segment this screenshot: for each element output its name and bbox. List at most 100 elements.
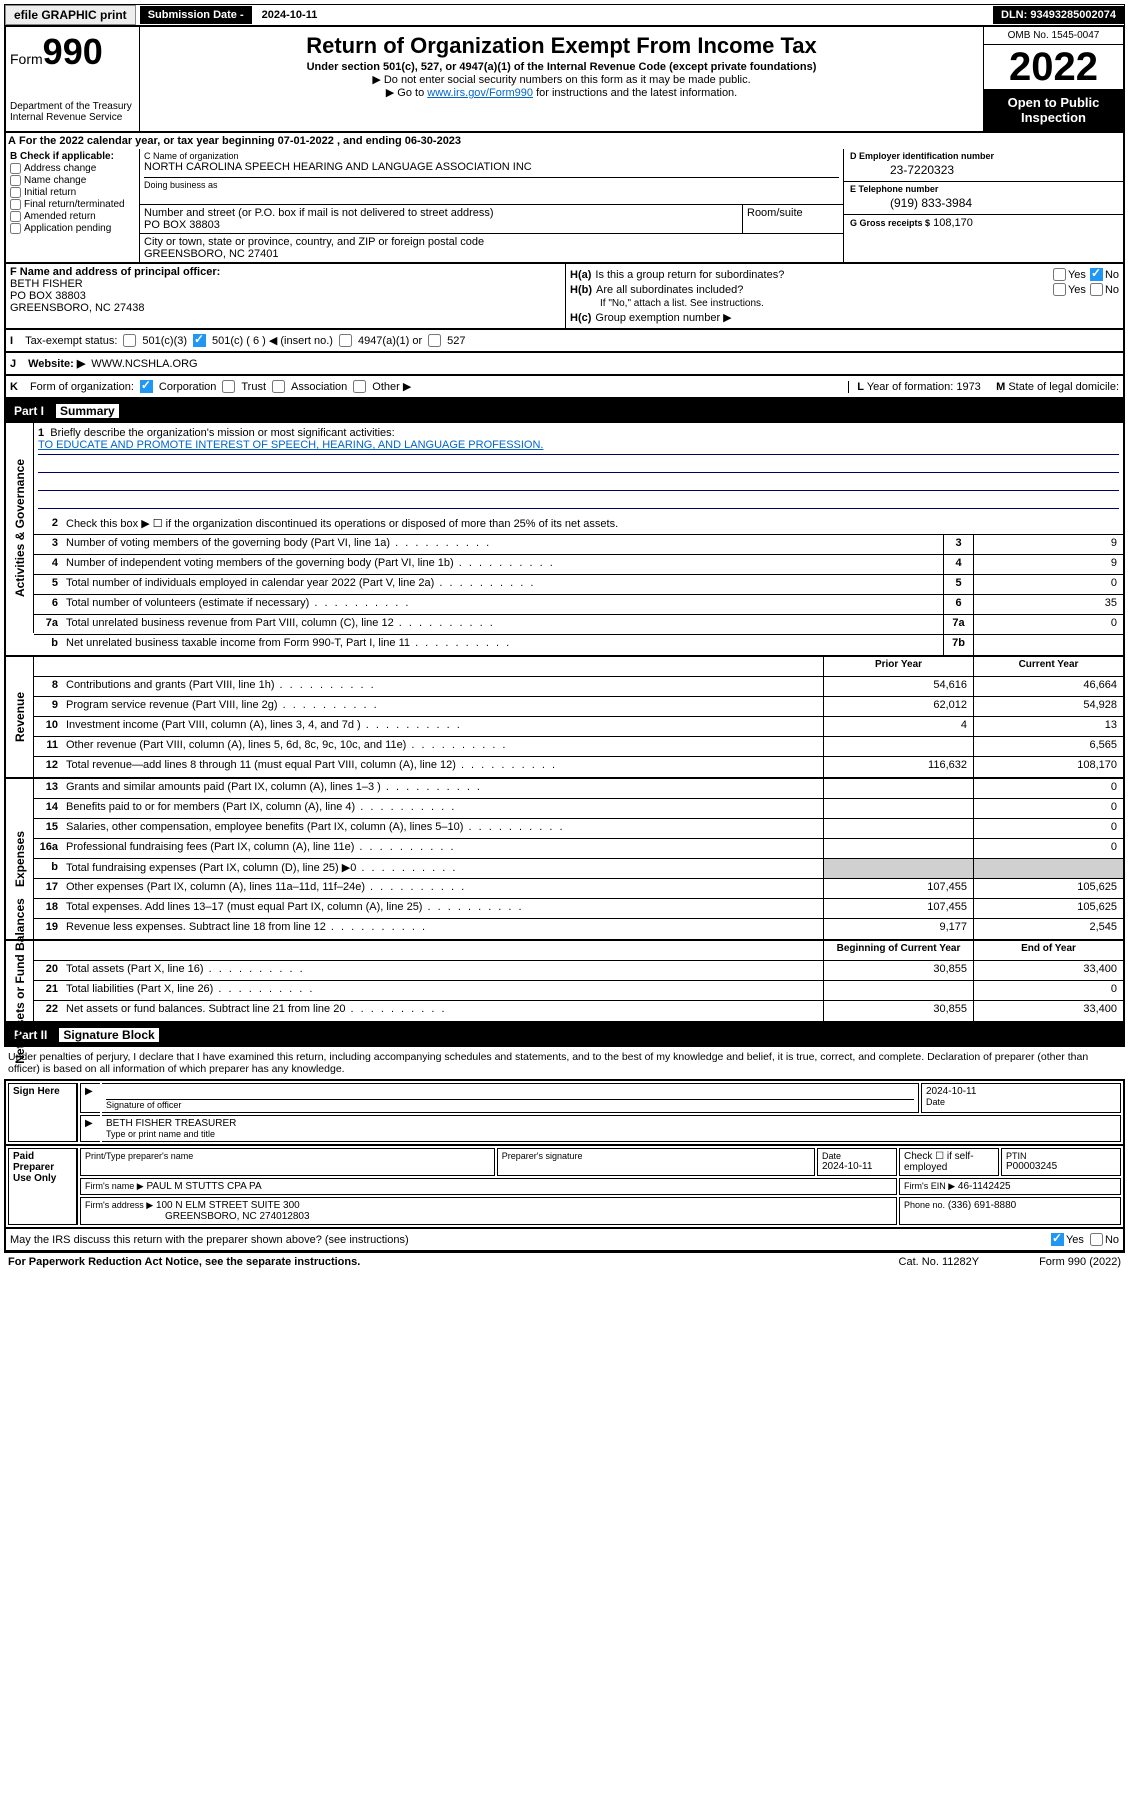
top-bar: efile GRAPHIC print Submission Date - 20… <box>4 4 1125 26</box>
signature-declaration: Under penalties of perjury, I declare th… <box>4 1047 1125 1079</box>
cb-527[interactable] <box>428 334 441 347</box>
irs-link[interactable]: www.irs.gov/Form990 <box>427 87 533 99</box>
line-22: 22Net assets or fund balances. Subtract … <box>34 1001 1123 1021</box>
b-label: Check if applicable: <box>20 151 114 162</box>
hdr-eoy: End of Year <box>973 941 1123 960</box>
hb-yes[interactable] <box>1053 283 1066 296</box>
line-10: 10Investment income (Part VIII, column (… <box>34 717 1123 737</box>
cb-address-change[interactable] <box>10 163 21 174</box>
line-19: 19Revenue less expenses. Subtract line 1… <box>34 919 1123 939</box>
side-net-assets: Net Assets or Fund Balances <box>13 898 27 1064</box>
line-12: 12Total revenue—add lines 8 through 11 (… <box>34 757 1123 777</box>
side-revenue: Revenue <box>13 692 27 742</box>
hb-note: If "No," attach a list. See instructions… <box>570 298 1119 309</box>
line-8: 8Contributions and grants (Part VIII, li… <box>34 677 1123 697</box>
cb-association[interactable] <box>272 380 285 393</box>
form-header: Form990 Department of the Treasury Inter… <box>4 26 1125 133</box>
paid-preparer-table: Paid Preparer Use Only Print/Type prepar… <box>4 1146 1125 1229</box>
sign-here-table: Sign Here ▶ Signature of officer 2024-10… <box>4 1079 1125 1146</box>
row-k: K Form of organization: Corporation Trus… <box>4 376 1125 399</box>
cb-final-return-label: Final return/terminated <box>24 199 125 210</box>
officer-name: BETH FISHER <box>10 278 561 290</box>
cb-4947[interactable] <box>339 334 352 347</box>
cb-501c3[interactable] <box>123 334 136 347</box>
may-irs-no[interactable] <box>1090 1233 1103 1246</box>
cb-name-change[interactable] <box>10 175 21 186</box>
ha-yes-label: Yes <box>1068 269 1086 281</box>
line-4: 4Number of independent voting members of… <box>34 555 1123 575</box>
page-footer: For Paperwork Reduction Act Notice, see … <box>4 1252 1125 1271</box>
sig-date-hint: Date <box>926 1097 1116 1107</box>
firm-name-hint: Firm's name ▶ <box>85 1181 144 1191</box>
may-irs-yes-checked[interactable] <box>1051 1233 1064 1246</box>
hdr-boy: Beginning of Current Year <box>823 941 973 960</box>
ha-yes[interactable] <box>1053 268 1066 281</box>
type-name-hint: Type or print name and title <box>106 1129 1116 1139</box>
revenue-section: Revenue Prior YearCurrent Year 8Contribu… <box>4 657 1125 779</box>
lbl-4947: 4947(a)(1) or <box>358 335 422 347</box>
open-public-badge: Open to Public Inspection <box>984 89 1123 131</box>
sign-here-label: Sign Here <box>8 1083 78 1142</box>
addr-hint: Number and street (or P.O. box if mail i… <box>144 207 738 219</box>
phone-value: (919) 833-3984 <box>850 194 1117 212</box>
cb-final-return[interactable] <box>10 199 21 210</box>
hb-no[interactable] <box>1090 283 1103 296</box>
tax-year: 2022 <box>984 45 1123 89</box>
k-label: Form of organization: <box>30 381 134 393</box>
cb-501c-checked[interactable] <box>193 334 206 347</box>
footer-form: Form 990 (2022) <box>1039 1256 1121 1268</box>
cb-trust[interactable] <box>222 380 235 393</box>
goto-suffix: for instructions and the latest informat… <box>533 87 737 99</box>
form-number: 990 <box>43 31 103 72</box>
lbl-association: Association <box>291 381 347 393</box>
hdr-prior-year: Prior Year <box>823 657 973 676</box>
prep-date-value: 2024-10-11 <box>822 1161 892 1172</box>
ha-no-checked[interactable] <box>1090 268 1103 281</box>
form-subtitle-1: Under section 501(c), 527, or 4947(a)(1)… <box>148 61 975 73</box>
firm-city-value: GREENSBORO, NC 274012803 <box>85 1211 892 1222</box>
officer-addr: PO BOX 38803 <box>10 290 561 302</box>
cb-other[interactable] <box>353 380 366 393</box>
org-address: PO BOX 38803 <box>144 219 738 231</box>
firm-phone-hint: Phone no. <box>904 1200 945 1210</box>
efile-print-button[interactable]: efile GRAPHIC print <box>5 5 136 25</box>
mission-text[interactable]: TO EDUCATE AND PROMOTE INTEREST OF SPEEC… <box>38 439 543 451</box>
firm-name-value: PAUL M STUTTS CPA PA <box>146 1181 261 1192</box>
l-label: Year of formation: <box>867 381 953 393</box>
gross-receipts-value: 108,170 <box>933 217 973 229</box>
line-9: 9Program service revenue (Part VIII, lin… <box>34 697 1123 717</box>
hb-label: Are all subordinates included? <box>596 284 743 296</box>
may-irs-discuss-row: May the IRS discuss this return with the… <box>4 1229 1125 1252</box>
cb-corporation-checked[interactable] <box>140 380 153 393</box>
irs-label: Internal Revenue Service <box>10 112 135 123</box>
check-self-employed: Check ☐ if self-employed <box>899 1148 999 1176</box>
hb-no-label: No <box>1105 284 1119 296</box>
part-i-body: Activities & Governance 1 Briefly descri… <box>4 423 1125 657</box>
form-title: Return of Organization Exempt From Incom… <box>148 33 975 59</box>
cb-initial-return[interactable] <box>10 187 21 198</box>
line-b: bTotal fundraising expenses (Part IX, co… <box>34 859 1123 879</box>
lbl-other: Other ▶ <box>372 380 411 393</box>
line-3: 3Number of voting members of the governi… <box>34 535 1123 555</box>
line-20: 20Total assets (Part X, line 16)30,85533… <box>34 961 1123 981</box>
city-hint: City or town, state or province, country… <box>144 236 839 248</box>
firm-phone-value: (336) 691-8880 <box>948 1200 1016 1211</box>
paid-preparer-label: Paid Preparer Use Only <box>8 1148 78 1225</box>
ptin-hint: PTIN <box>1006 1151 1116 1161</box>
dept-label: Department of the Treasury <box>10 101 135 112</box>
cb-amended-return[interactable] <box>10 211 21 222</box>
line-15: 15Salaries, other compensation, employee… <box>34 819 1123 839</box>
form-subtitle-2: Do not enter social security numbers on … <box>148 73 975 86</box>
q2-text: Check this box ▶ ☐ if the organization d… <box>62 515 1123 534</box>
hc-label: Group exemption number ▶ <box>595 311 731 324</box>
hdr-current-year: Current Year <box>973 657 1123 676</box>
cb-application-pending-label: Application pending <box>24 223 111 234</box>
line-14: 14Benefits paid to or for members (Part … <box>34 799 1123 819</box>
sig-date-value: 2024-10-11 <box>926 1086 1116 1097</box>
form-subtitle-3: Go to www.irs.gov/Form990 for instructio… <box>148 86 975 99</box>
cb-application-pending[interactable] <box>10 223 21 234</box>
line-b: bNet unrelated business taxable income f… <box>34 635 1123 655</box>
line-13: 13Grants and similar amounts paid (Part … <box>34 779 1123 799</box>
f-label: F Name and address of principal officer: <box>10 266 220 278</box>
firm-addr-hint: Firm's address ▶ <box>85 1200 153 1210</box>
